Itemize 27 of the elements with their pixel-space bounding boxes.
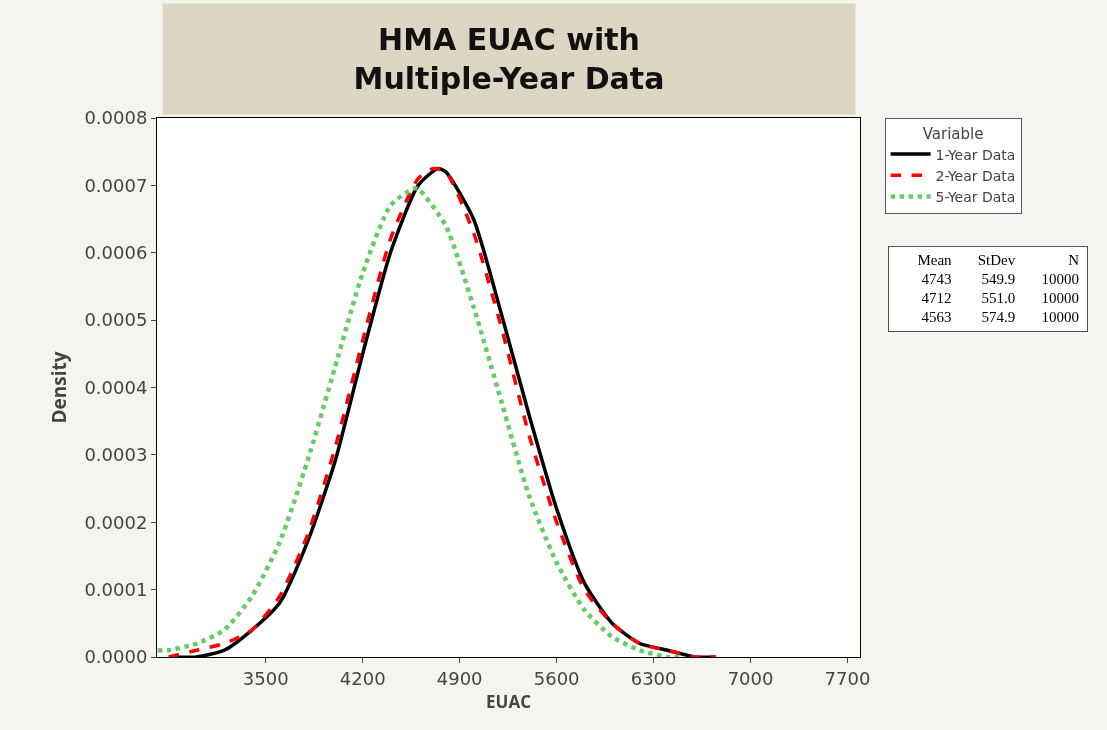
text: 4563 574.9 10000 <box>921 309 1079 325</box>
legend-title: Variable <box>922 124 984 143</box>
y-axis-title: Density <box>46 351 73 424</box>
text: Mean StDev N <box>917 252 1079 268</box>
chart-title: HMA EUAC with Multiple-Year Data <box>353 22 665 96</box>
y-tick-label: 0.0003 <box>84 444 148 466</box>
x-tick-label: 6300 <box>630 667 677 689</box>
x-tick-label: 5600 <box>533 667 580 689</box>
x-axis-title: EUAC <box>486 690 532 713</box>
y-tick-label: 0.0002 <box>84 511 148 533</box>
y-tick-label: 0.0007 <box>84 174 148 196</box>
y-tick-label: 0.0005 <box>84 309 148 331</box>
text: 4712 551.0 10000 <box>921 290 1079 306</box>
y-tick-label: 0.0004 <box>84 376 148 398</box>
x-tick-label: 7700 <box>824 667 871 689</box>
y-tick-label: 0.0000 <box>84 646 148 668</box>
x-tick-label: 4900 <box>436 667 483 689</box>
legend-label: 1-Year Data <box>935 146 1016 163</box>
x-tick-label: 4200 <box>339 667 386 689</box>
y-tick-label: 0.0006 <box>84 242 148 264</box>
legend-label: 5-Year Data <box>935 188 1016 205</box>
x-tick-label: 7000 <box>727 667 774 689</box>
y-tick-label: 0.0008 <box>84 107 148 129</box>
legend-label: 2-Year Data <box>935 167 1016 184</box>
x-tick-label: 3500 <box>242 667 289 689</box>
y-tick-label: 0.0001 <box>84 578 148 600</box>
text: 4743 549.9 10000 <box>921 271 1079 287</box>
